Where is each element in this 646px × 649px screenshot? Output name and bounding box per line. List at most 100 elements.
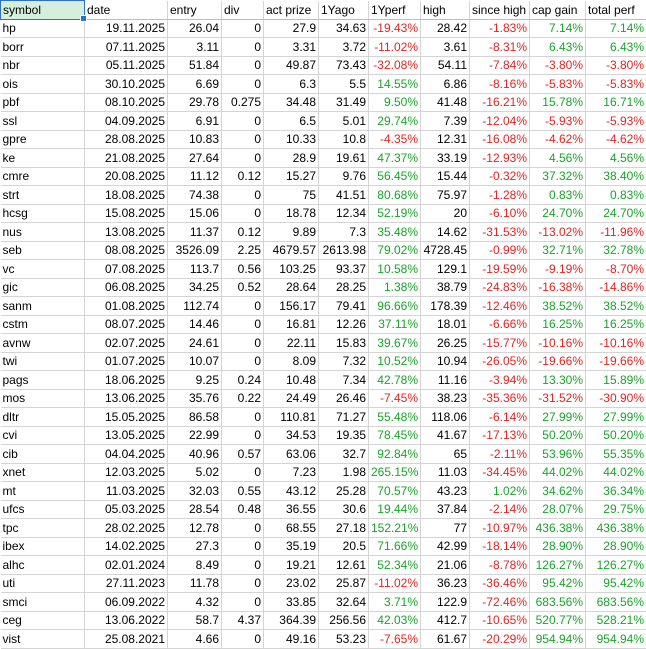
cell-symbol[interactable]: uti bbox=[1, 574, 85, 593]
cell-entry[interactable]: 32.03 bbox=[168, 482, 222, 501]
cell-high[interactable]: 28.42 bbox=[421, 19, 470, 38]
cell-total-perf[interactable]: 683.56% bbox=[586, 593, 646, 612]
cell-act-prize[interactable]: 22.11 bbox=[264, 334, 319, 353]
cell-date[interactable]: 21.08.2025 bbox=[85, 149, 168, 168]
cell-total-perf[interactable]: 4.56% bbox=[586, 149, 646, 168]
cell-date[interactable]: 02.07.2025 bbox=[85, 334, 168, 353]
cell-1yperf[interactable]: 47.37% bbox=[369, 149, 421, 168]
cell-div[interactable]: 0 bbox=[222, 352, 264, 371]
cell-since-high[interactable]: -19.59% bbox=[470, 260, 530, 279]
cell-high[interactable]: 14.62 bbox=[421, 223, 470, 242]
cell-since-high[interactable]: -2.14% bbox=[470, 500, 530, 519]
cell-date[interactable]: 30.10.2025 bbox=[85, 75, 168, 94]
cell-symbol[interactable]: vist bbox=[1, 630, 85, 649]
cell-since-high[interactable]: 1.02% bbox=[470, 482, 530, 501]
cell-entry[interactable]: 3526.09 bbox=[168, 241, 222, 260]
cell-total-perf[interactable]: 55.35% bbox=[586, 445, 646, 464]
cell-cap-gain[interactable]: 24.70% bbox=[530, 204, 586, 223]
cell-cap-gain[interactable]: -4.62% bbox=[530, 130, 586, 149]
cell-symbol[interactable]: mos bbox=[1, 389, 85, 408]
cell-cap-gain[interactable]: 95.42% bbox=[530, 574, 586, 593]
cell-1yago[interactable]: 2613.98 bbox=[319, 241, 369, 260]
cell-act-prize[interactable]: 8.09 bbox=[264, 352, 319, 371]
cell-act-prize[interactable]: 18.78 bbox=[264, 204, 319, 223]
cell-total-perf[interactable]: 38.52% bbox=[586, 297, 646, 316]
column-header-cap-gain[interactable]: cap gain bbox=[530, 1, 586, 20]
cell-entry[interactable]: 9.25 bbox=[168, 371, 222, 390]
cell-entry[interactable]: 4.32 bbox=[168, 593, 222, 612]
cell-high[interactable]: 75.97 bbox=[421, 186, 470, 205]
cell-1yperf[interactable]: -11.02% bbox=[369, 38, 421, 57]
cell-cap-gain[interactable]: -9.19% bbox=[530, 260, 586, 279]
cell-since-high[interactable]: -72.46% bbox=[470, 593, 530, 612]
cell-1yago[interactable]: 12.34 bbox=[319, 204, 369, 223]
cell-symbol[interactable]: cstm bbox=[1, 315, 85, 334]
cell-since-high[interactable]: -12.93% bbox=[470, 149, 530, 168]
cell-cap-gain[interactable]: 4.56% bbox=[530, 149, 586, 168]
cell-date[interactable]: 01.07.2025 bbox=[85, 352, 168, 371]
cell-high[interactable]: 38.23 bbox=[421, 389, 470, 408]
cell-div[interactable]: 0 bbox=[222, 38, 264, 57]
cell-1yago[interactable]: 7.3 bbox=[319, 223, 369, 242]
cell-total-perf[interactable]: 16.71% bbox=[586, 93, 646, 112]
cell-1yago[interactable]: 15.83 bbox=[319, 334, 369, 353]
cell-since-high[interactable]: -17.13% bbox=[470, 426, 530, 445]
cell-cap-gain[interactable]: 16.25% bbox=[530, 315, 586, 334]
cell-since-high[interactable]: -1.28% bbox=[470, 186, 530, 205]
cell-1yperf[interactable]: 9.50% bbox=[369, 93, 421, 112]
cell-since-high[interactable]: -31.53% bbox=[470, 223, 530, 242]
cell-1yperf[interactable]: 152.21% bbox=[369, 519, 421, 538]
cell-entry[interactable]: 112.74 bbox=[168, 297, 222, 316]
cell-act-prize[interactable]: 16.81 bbox=[264, 315, 319, 334]
cell-1yperf[interactable]: 56.45% bbox=[369, 167, 421, 186]
cell-act-prize[interactable]: 6.5 bbox=[264, 112, 319, 131]
cell-high[interactable]: 412.7 bbox=[421, 611, 470, 630]
cell-entry[interactable]: 74.38 bbox=[168, 186, 222, 205]
cell-cap-gain[interactable]: 13.30% bbox=[530, 371, 586, 390]
cell-entry[interactable]: 40.96 bbox=[168, 445, 222, 464]
cell-div[interactable]: 0 bbox=[222, 204, 264, 223]
column-header-symbol[interactable]: symbol bbox=[1, 1, 85, 20]
cell-act-prize[interactable]: 33.85 bbox=[264, 593, 319, 612]
cell-1yperf[interactable]: 96.66% bbox=[369, 297, 421, 316]
cell-date[interactable]: 14.02.2025 bbox=[85, 537, 168, 556]
cell-cap-gain[interactable]: 27.99% bbox=[530, 408, 586, 427]
cell-div[interactable]: 0 bbox=[222, 315, 264, 334]
cell-symbol[interactable]: vc bbox=[1, 260, 85, 279]
cell-div[interactable]: 0 bbox=[222, 537, 264, 556]
cell-div[interactable]: 0.12 bbox=[222, 167, 264, 186]
cell-div[interactable]: 0.52 bbox=[222, 278, 264, 297]
cell-1yago[interactable]: 9.76 bbox=[319, 167, 369, 186]
cell-div[interactable]: 0 bbox=[222, 519, 264, 538]
cell-total-perf[interactable]: 126.27% bbox=[586, 556, 646, 575]
cell-act-prize[interactable]: 9.89 bbox=[264, 223, 319, 242]
cell-act-prize[interactable]: 34.53 bbox=[264, 426, 319, 445]
cell-1yago[interactable]: 12.26 bbox=[319, 315, 369, 334]
cell-1yago[interactable]: 19.61 bbox=[319, 149, 369, 168]
cell-act-prize[interactable]: 63.06 bbox=[264, 445, 319, 464]
cell-div[interactable]: 0 bbox=[222, 130, 264, 149]
cell-date[interactable]: 12.03.2025 bbox=[85, 463, 168, 482]
cell-div[interactable]: 0 bbox=[222, 334, 264, 353]
cell-since-high[interactable]: -20.29% bbox=[470, 630, 530, 649]
cell-entry[interactable]: 15.06 bbox=[168, 204, 222, 223]
cell-1yago[interactable]: 79.41 bbox=[319, 297, 369, 316]
cell-since-high[interactable]: -8.78% bbox=[470, 556, 530, 575]
cell-entry[interactable]: 51.84 bbox=[168, 56, 222, 75]
cell-cap-gain[interactable]: 6.43% bbox=[530, 38, 586, 57]
column-header-date[interactable]: date bbox=[85, 1, 168, 20]
cell-since-high[interactable]: -34.45% bbox=[470, 463, 530, 482]
cell-high[interactable]: 122.9 bbox=[421, 593, 470, 612]
cell-since-high[interactable]: -12.04% bbox=[470, 112, 530, 131]
cell-entry[interactable]: 27.3 bbox=[168, 537, 222, 556]
cell-total-perf[interactable]: 16.25% bbox=[586, 315, 646, 334]
cell-since-high[interactable]: -15.77% bbox=[470, 334, 530, 353]
cell-1yperf[interactable]: -7.65% bbox=[369, 630, 421, 649]
cell-cap-gain[interactable]: 7.14% bbox=[530, 19, 586, 38]
cell-total-perf[interactable]: 528.21% bbox=[586, 611, 646, 630]
cell-1yperf[interactable]: 52.19% bbox=[369, 204, 421, 223]
cell-date[interactable]: 07.11.2025 bbox=[85, 38, 168, 57]
cell-entry[interactable]: 22.99 bbox=[168, 426, 222, 445]
cell-cap-gain[interactable]: 50.20% bbox=[530, 426, 586, 445]
cell-div[interactable]: 0 bbox=[222, 574, 264, 593]
